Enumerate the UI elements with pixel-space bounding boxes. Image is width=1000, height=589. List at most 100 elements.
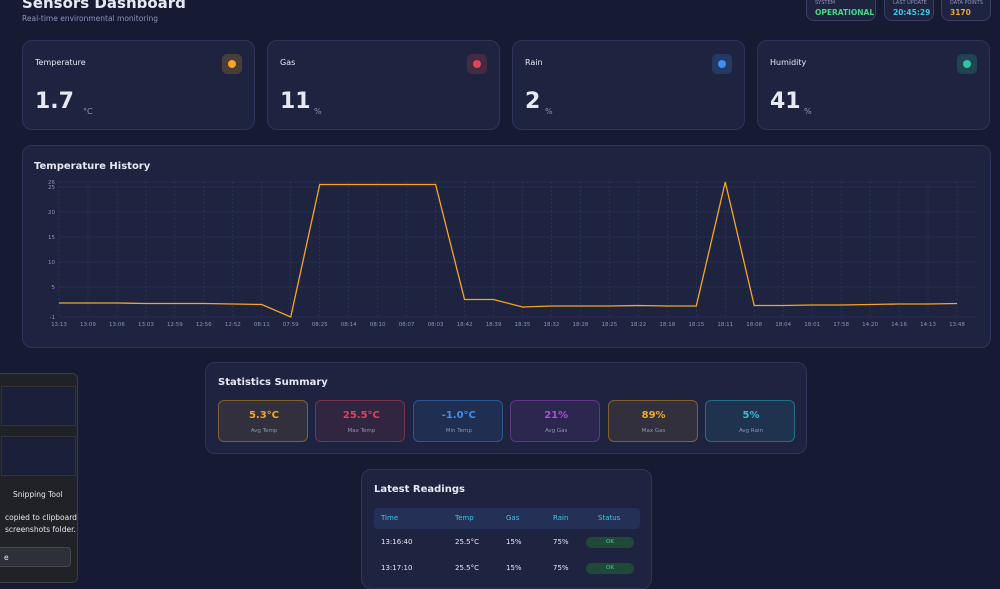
stat-box: 5.3°C Avg Temp bbox=[218, 400, 308, 442]
x-tick-label: 14:16 bbox=[891, 322, 907, 328]
x-tick-label: 18:04 bbox=[775, 322, 791, 328]
column-header: Rain bbox=[553, 514, 569, 522]
column-header: Gas bbox=[506, 514, 520, 522]
x-tick-label: 18:22 bbox=[630, 322, 646, 328]
card-icon bbox=[222, 54, 242, 74]
stat-card: Humidity 41% bbox=[757, 40, 990, 130]
x-tick-label: 08:07 bbox=[399, 322, 415, 328]
x-tick-label: 18:32 bbox=[544, 322, 560, 328]
stats-title: Statistics Summary bbox=[218, 377, 328, 388]
column-header: Temp bbox=[455, 514, 474, 522]
x-tick-label: 18:01 bbox=[804, 322, 820, 328]
x-tick-label: 18:11 bbox=[717, 322, 733, 328]
stats-panel: Statistics Summary 5.3°C Avg Temp 25.5°C Max… bbox=[205, 362, 807, 454]
line-series bbox=[59, 181, 958, 318]
stat-label: Max Temp bbox=[347, 428, 376, 434]
y-tick-label: 10 bbox=[48, 260, 55, 266]
x-tick-label: 08:25 bbox=[312, 322, 328, 328]
stat-card: Gas 11% bbox=[267, 40, 500, 130]
stat-card: Rain 2% bbox=[512, 40, 745, 130]
x-tick-label: 18:25 bbox=[601, 322, 617, 328]
status-badge: OK bbox=[586, 537, 634, 548]
stat-label: Max Gas bbox=[641, 428, 666, 434]
x-tick-label: 14:20 bbox=[862, 322, 878, 328]
card-unit: % bbox=[314, 107, 322, 116]
x-tick-label: 18:42 bbox=[457, 322, 473, 328]
status-pill: DATA POINTS 3170 bbox=[941, 0, 991, 21]
status-label: DATA POINTS bbox=[950, 0, 983, 6]
snip-button[interactable]: e bbox=[0, 547, 71, 567]
x-tick-label: 08:14 bbox=[341, 322, 357, 328]
icon-glyph bbox=[228, 60, 236, 68]
readings-title: Latest Readings bbox=[374, 484, 465, 495]
stat-box: 5% Avg Rain bbox=[705, 400, 795, 442]
x-tick-label: 13:06 bbox=[109, 322, 125, 328]
x-tick-label: 17:58 bbox=[833, 322, 849, 328]
stat-label: Avg Gas bbox=[544, 428, 568, 434]
x-tick-label: 08:11 bbox=[254, 322, 270, 328]
card-icon bbox=[467, 54, 487, 74]
x-tick-label: 18:18 bbox=[659, 322, 675, 328]
snipping-tool: Snipping Tool copied to clipboard screensh… bbox=[0, 373, 78, 583]
status-badge: OK bbox=[586, 563, 634, 574]
y-tick-label: -1 bbox=[50, 315, 55, 321]
table-header bbox=[374, 508, 640, 529]
y-tick-label: 26 bbox=[48, 180, 55, 186]
x-tick-label: 08:03 bbox=[428, 322, 444, 328]
card-value: 2 bbox=[525, 89, 541, 114]
x-tick-label: 13:13 bbox=[51, 322, 67, 328]
chart-panel bbox=[22, 145, 991, 348]
thumbnail bbox=[1, 436, 76, 476]
column-header: Status bbox=[598, 514, 621, 522]
snip-button-text: e bbox=[4, 553, 9, 562]
snip-text: screenshots folder. bbox=[5, 525, 76, 534]
status-text: OK bbox=[606, 539, 614, 545]
x-tick-label: 18:28 bbox=[572, 322, 588, 328]
stat-card: Temperature 1.7 °C bbox=[22, 40, 255, 130]
subtitle: Real-time environmental monitoring bbox=[22, 14, 158, 23]
x-tick-label: 12:52 bbox=[225, 322, 241, 328]
card-label: Rain bbox=[525, 58, 543, 67]
x-tick-label: 13:03 bbox=[138, 322, 154, 328]
x-tick-label: 12:59 bbox=[167, 322, 183, 328]
cell: 15% bbox=[506, 538, 522, 546]
stat-value: 5% bbox=[742, 410, 760, 421]
cell: 25.5°C bbox=[455, 538, 479, 546]
x-tick-label: 13:48 bbox=[949, 322, 965, 328]
column-header: Time bbox=[381, 514, 399, 522]
cell: 75% bbox=[553, 538, 569, 546]
chart-title: Temperature History bbox=[34, 161, 151, 172]
thumbnail bbox=[1, 386, 76, 426]
y-tick-label: 25 bbox=[48, 185, 55, 191]
cell: 15% bbox=[506, 564, 522, 572]
x-tick-label: 14:13 bbox=[920, 322, 936, 328]
readings-panel: Latest Readings Time Temp Gas Rain Status 13:1… bbox=[361, 469, 652, 589]
cell: 13:17:10 bbox=[381, 564, 413, 572]
icon-glyph bbox=[718, 60, 726, 68]
stat-label: Avg Temp bbox=[250, 428, 278, 434]
status-pill: SYSTEM OPERATIONAL bbox=[806, 0, 876, 21]
x-tick-label: 18:39 bbox=[486, 322, 502, 328]
stat-box: 89% Max Gas bbox=[607, 400, 698, 442]
card-unit: % bbox=[804, 107, 812, 116]
y-tick-label: 20 bbox=[48, 210, 55, 216]
stat-value: 25.5°C bbox=[342, 410, 380, 421]
x-tick-label: 12:56 bbox=[196, 322, 212, 328]
stat-box: 21% Avg Gas bbox=[510, 400, 601, 442]
x-tick-label: 07:59 bbox=[283, 322, 299, 328]
x-tick-label: 18:08 bbox=[746, 322, 762, 328]
card-value: 11 bbox=[280, 89, 311, 114]
x-tick-label: 08:10 bbox=[370, 322, 386, 328]
snip-title: Snipping Tool bbox=[13, 490, 63, 499]
x-tick-label: 18:35 bbox=[515, 322, 531, 328]
icon-glyph bbox=[963, 60, 971, 68]
y-tick-label: 5 bbox=[52, 285, 56, 291]
card-value: 1.7 bbox=[35, 89, 74, 114]
stat-label: Min Temp bbox=[445, 428, 472, 434]
stat-value: 21% bbox=[544, 410, 569, 421]
status-value: 20:45:29 bbox=[893, 8, 931, 17]
stat-label: Avg Rain bbox=[738, 428, 764, 434]
icon-glyph bbox=[473, 60, 481, 68]
stat-value: 89% bbox=[641, 410, 666, 421]
